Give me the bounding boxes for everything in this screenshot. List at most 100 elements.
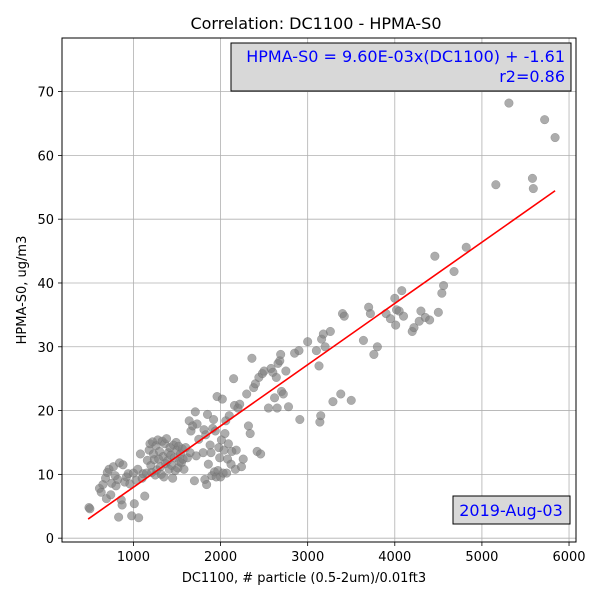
- x-tick-label: 4000: [378, 550, 411, 565]
- data-point: [385, 314, 395, 324]
- data-point: [140, 491, 150, 501]
- data-point: [430, 251, 440, 261]
- data-point: [365, 309, 375, 319]
- data-point: [117, 500, 127, 510]
- data-point: [328, 397, 338, 407]
- data-point: [461, 242, 471, 252]
- equation-box: HPMA-S0 = 9.60E-03x(DC1100) + -1.61 r2=0…: [230, 42, 572, 92]
- r2-text: r2=0.86: [499, 67, 565, 86]
- data-point: [346, 395, 356, 405]
- data-point: [339, 311, 349, 321]
- data-point: [276, 349, 286, 359]
- data-point: [192, 419, 202, 429]
- y-tick-label: 10: [37, 468, 54, 483]
- plot-frame: [61, 37, 577, 543]
- data-point: [409, 323, 419, 333]
- y-tick-label: 20: [37, 405, 54, 420]
- data-point: [224, 411, 234, 421]
- data-point: [316, 411, 326, 421]
- data-point: [229, 374, 239, 384]
- data-point: [437, 288, 447, 298]
- x-tick-label: 5000: [465, 550, 498, 565]
- equation-box-background: [230, 42, 572, 92]
- data-point: [336, 389, 346, 399]
- data-point: [540, 115, 550, 125]
- data-point: [203, 459, 213, 469]
- data-point: [198, 448, 208, 458]
- grid-lines: [62, 38, 576, 542]
- data-point: [135, 449, 145, 459]
- data-point: [263, 403, 274, 413]
- data-point: [256, 449, 266, 459]
- scatter-points: [84, 98, 560, 523]
- data-point: [320, 342, 330, 352]
- x-tick-label: 6000: [552, 550, 585, 565]
- data-point: [294, 346, 304, 356]
- y-tick-label: 60: [37, 149, 54, 164]
- data-point: [231, 445, 241, 455]
- data-point: [114, 512, 124, 522]
- equation-text: HPMA-S0 = 9.60E-03x(DC1100) + -1.61: [246, 47, 565, 66]
- data-point: [189, 476, 199, 486]
- data-point: [491, 180, 501, 190]
- y-tick-label: 0: [46, 532, 54, 547]
- data-point: [278, 389, 288, 399]
- data-point: [527, 173, 537, 183]
- data-point: [439, 280, 449, 291]
- date-box: 2019-Aug-03: [452, 495, 571, 525]
- data-point: [202, 480, 212, 490]
- y-tick-label: 30: [37, 341, 54, 356]
- data-point: [243, 421, 253, 431]
- data-point: [223, 439, 233, 449]
- data-point: [295, 414, 305, 425]
- data-point: [283, 402, 294, 412]
- data-point: [206, 448, 216, 458]
- data-point: [397, 286, 407, 296]
- data-point: [238, 454, 248, 464]
- data-point: [161, 434, 172, 444]
- data-point: [134, 513, 144, 523]
- data-point: [433, 307, 443, 317]
- data-point: [272, 403, 282, 413]
- data-point: [271, 372, 281, 382]
- data-point: [159, 472, 169, 482]
- y-tick-label: 70: [37, 86, 54, 101]
- data-point: [425, 315, 435, 325]
- data-point: [398, 311, 409, 321]
- data-point: [205, 440, 215, 450]
- x-tick-label: 3000: [291, 550, 324, 565]
- data-point: [245, 428, 255, 439]
- chart-title: Correlation: DC1100 - HPMA-S0: [190, 14, 441, 33]
- data-point: [369, 349, 379, 359]
- data-point: [247, 353, 257, 363]
- data-point: [281, 366, 291, 376]
- data-point: [416, 306, 426, 316]
- data-point: [220, 428, 230, 439]
- data-point: [504, 98, 514, 108]
- data-point: [236, 462, 247, 472]
- x-tick-label: 1000: [117, 550, 150, 565]
- data-point: [303, 337, 313, 347]
- data-point: [270, 393, 280, 403]
- y-tick-label: 50: [37, 213, 54, 228]
- fit-line-group: [87, 190, 556, 520]
- data-point: [194, 434, 204, 444]
- data-point: [391, 320, 401, 330]
- data-point: [358, 335, 368, 345]
- data-point: [202, 409, 213, 419]
- data-point: [85, 504, 95, 514]
- data-point: [242, 389, 252, 399]
- data-point: [168, 473, 178, 483]
- y-tick-label: 40: [37, 277, 54, 292]
- y-axis-title: HPMA-S0, ug/m3: [15, 236, 30, 345]
- x-axis-title: DC1100, # particle (0.5-2um)/0.01ft3: [182, 571, 426, 586]
- data-point: [209, 414, 219, 425]
- data-point: [217, 394, 227, 404]
- data-point: [106, 490, 116, 500]
- axis-ticks: 1000 2000 3000 4000 5000 6000 0 10 20 30 40 50 60 70: [37, 86, 585, 565]
- date-text: 2019-Aug-03: [459, 501, 563, 520]
- data-point: [550, 132, 560, 143]
- data-point: [190, 407, 200, 417]
- data-point: [179, 464, 189, 474]
- data-point: [311, 346, 321, 356]
